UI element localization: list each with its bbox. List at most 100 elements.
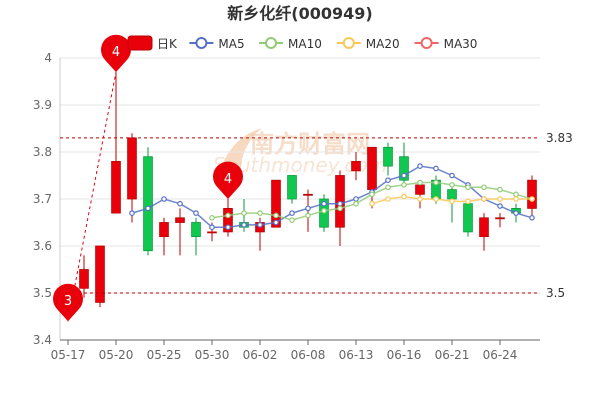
pin-marker: 4 bbox=[213, 161, 244, 199]
candle-body bbox=[143, 156, 153, 252]
ma-point-ma10 bbox=[497, 186, 503, 193]
candle-body bbox=[367, 146, 377, 191]
ma-point-ma5 bbox=[145, 205, 151, 212]
candle-body bbox=[415, 184, 425, 195]
candle bbox=[79, 255, 89, 298]
candle-body bbox=[287, 175, 297, 200]
legend-item[interactable]: 日K bbox=[127, 35, 178, 51]
candle-body bbox=[495, 217, 505, 220]
candle-body bbox=[399, 156, 409, 181]
candle-body bbox=[447, 189, 457, 200]
ma-point-ma5 bbox=[401, 172, 407, 179]
x-tick-label: 06-21 bbox=[435, 348, 470, 362]
ma-point-ma20 bbox=[433, 196, 439, 202]
y-tick-label: 3.9 bbox=[33, 98, 52, 112]
ma-point-ma5 bbox=[129, 210, 135, 216]
candle bbox=[191, 217, 201, 256]
y-tick-label: 3.7 bbox=[33, 192, 52, 206]
ma-point-ma5 bbox=[161, 196, 167, 202]
candle bbox=[463, 199, 473, 237]
candle bbox=[143, 147, 153, 256]
ma-point-ma5 bbox=[529, 215, 535, 221]
pin-marker-shape bbox=[101, 34, 131, 73]
ma-point-ma5 bbox=[497, 203, 503, 209]
legend-item[interactable]: MA30 bbox=[414, 37, 478, 51]
candle-body bbox=[191, 222, 201, 237]
ma-point-ma20 bbox=[513, 196, 519, 202]
legend-dot-icon bbox=[420, 37, 433, 49]
x-tick-label: 06-13 bbox=[339, 348, 374, 362]
ma-point-ma10 bbox=[209, 215, 215, 221]
chart-title: 新乡化纤(000949) bbox=[227, 4, 372, 23]
ma-point-ma5 bbox=[257, 222, 263, 228]
legend-label: MA10 bbox=[288, 37, 322, 51]
y-tick-label: 3.8 bbox=[33, 145, 52, 159]
candle-body bbox=[351, 160, 361, 172]
ma-point-ma10 bbox=[337, 205, 343, 212]
candle bbox=[271, 179, 281, 228]
ma-point-ma5 bbox=[433, 165, 439, 172]
ma-point-ma10 bbox=[289, 217, 295, 223]
ma-point-ma10 bbox=[321, 207, 327, 214]
ma-line-ma5 bbox=[131, 165, 533, 228]
y-tick-label: 3.6 bbox=[33, 239, 52, 253]
ma-point-ma20 bbox=[417, 196, 423, 202]
watermark-text: 南方财富网 bbox=[250, 130, 370, 158]
candle-body bbox=[527, 179, 537, 209]
legend-item[interactable]: MA10 bbox=[259, 37, 322, 51]
candle bbox=[127, 133, 137, 223]
ma-point-ma5 bbox=[321, 200, 327, 207]
legend-dot-icon bbox=[265, 37, 277, 49]
ma-point-ma5 bbox=[273, 219, 279, 226]
y-tick-label: 3.5 bbox=[33, 286, 52, 300]
candle-body bbox=[223, 207, 233, 233]
ma-point-ma20 bbox=[481, 196, 487, 202]
ma-point-ma10 bbox=[433, 179, 439, 186]
ma-point-ma20 bbox=[369, 200, 375, 207]
ma-point-ma10 bbox=[513, 191, 519, 198]
x-tick-label: 05-17 bbox=[51, 348, 86, 362]
ma-point-ma5 bbox=[193, 210, 199, 216]
ma-point-ma10 bbox=[465, 184, 471, 191]
pin-marker: 4 bbox=[101, 34, 131, 73]
ma-point-ma20 bbox=[401, 193, 407, 200]
ma-point-ma20 bbox=[529, 196, 535, 202]
pin-marker-label: 4 bbox=[112, 45, 120, 60]
ma-point-ma10 bbox=[305, 212, 311, 219]
candle-body bbox=[111, 160, 121, 214]
ma-point-ma10 bbox=[225, 212, 231, 219]
ma-point-ma20 bbox=[449, 198, 455, 205]
legend[interactable]: 日K MA5 MA10 MA20 MA30 bbox=[127, 35, 478, 51]
candle bbox=[383, 142, 393, 176]
candle-body bbox=[175, 217, 185, 223]
legend-label: MA20 bbox=[366, 37, 400, 51]
ma-point-ma5 bbox=[513, 210, 519, 216]
x-tick-label: 06-24 bbox=[483, 348, 518, 362]
x-tick-label: 05-25 bbox=[147, 348, 182, 362]
ma-point-ma20 bbox=[465, 198, 471, 205]
candle bbox=[495, 213, 505, 228]
candle-body bbox=[479, 217, 489, 238]
legend-label: 日K bbox=[157, 37, 178, 51]
reference-line-label: 3.5 bbox=[546, 286, 565, 300]
ma-point-ma10 bbox=[481, 184, 487, 191]
y-tick-label: 4 bbox=[44, 51, 52, 65]
candle bbox=[175, 208, 185, 256]
candle-body bbox=[95, 245, 105, 303]
candle bbox=[95, 245, 105, 308]
legend-label: MA30 bbox=[444, 37, 478, 51]
x-tick-label: 05-30 bbox=[195, 348, 230, 362]
candle bbox=[111, 72, 121, 214]
candle-body bbox=[303, 193, 313, 196]
ma-point-ma10 bbox=[401, 182, 407, 188]
ma-point-ma10 bbox=[257, 210, 263, 216]
ma-point-ma5 bbox=[417, 163, 423, 169]
ma-point-ma5 bbox=[241, 222, 247, 228]
x-tick-label: 06-02 bbox=[243, 348, 278, 362]
x-tick-label: 05-20 bbox=[99, 348, 134, 362]
ma-point-ma5 bbox=[225, 224, 231, 231]
ma-point-ma10 bbox=[449, 182, 455, 188]
legend-item[interactable]: MA5 bbox=[189, 37, 245, 51]
ma-point-ma5 bbox=[209, 224, 215, 231]
legend-item[interactable]: MA20 bbox=[336, 37, 400, 51]
